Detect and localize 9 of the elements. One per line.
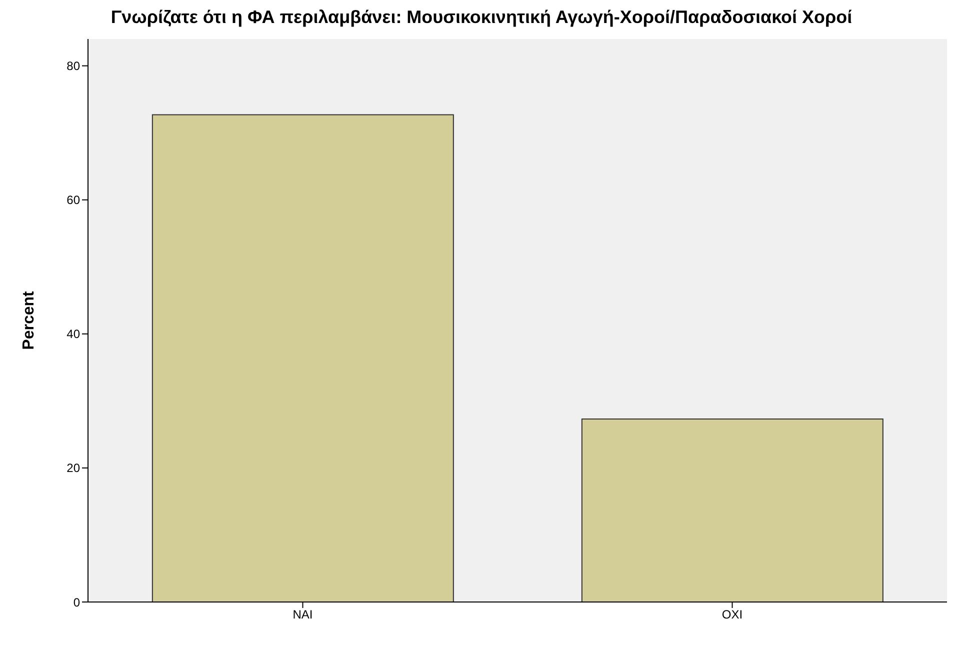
chart-title: Γνωρίζατε ότι η ΦΑ περιλαμβάνει: Μουσικοκινητική Αγωγή-Χοροί/Παραδοσιακοί Χοροί	[110, 7, 854, 27]
y-tick-label: 20	[66, 461, 80, 476]
y-axis-title: Percent	[20, 290, 38, 350]
x-tick-label: NAI	[292, 608, 313, 622]
y-tick-label: 60	[66, 193, 80, 208]
y-tick-label: 0	[73, 595, 80, 610]
y-tick-label: 40	[66, 327, 80, 342]
x-tick-label: OXI	[722, 608, 743, 622]
y-tick-label: 80	[66, 59, 80, 74]
